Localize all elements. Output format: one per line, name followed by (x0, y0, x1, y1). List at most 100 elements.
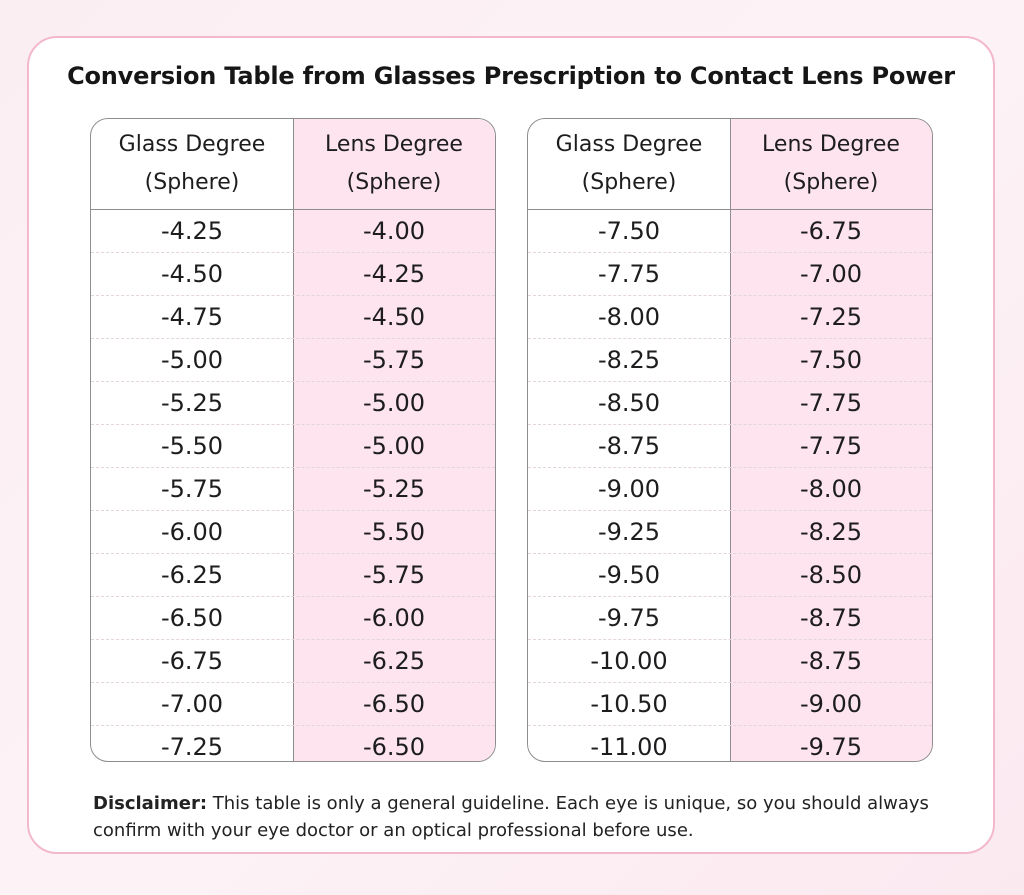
table-row: -9.75 -8.75 (528, 597, 932, 640)
disclaimer-label: Disclaimer: (93, 793, 208, 814)
table-header: Glass Degree (Sphere) Lens Degree (Spher… (91, 119, 495, 210)
disclaimer-text: This table is only a general guideline. … (93, 793, 929, 841)
lens-degree-cell: -7.25 (799, 303, 863, 331)
table-body-left: -4.25 -4.00 -4.50 -4.25 -4.75 -4.50 -5.00 -5.75… (91, 210, 495, 761)
lens-degree-cell: -4.25 (362, 260, 426, 288)
lens-degree-cell: -6.25 (362, 647, 426, 675)
lens-degree-cell: -6.50 (362, 690, 426, 718)
lens-degree-cell: -5.75 (362, 346, 426, 374)
header-lens-line1: Lens Degree (762, 132, 900, 157)
table-row: -8.75 -7.75 (528, 425, 932, 468)
header-glass-line2: (Sphere) (144, 170, 240, 195)
lens-degree-cell: -5.50 (362, 518, 426, 546)
header-glass-line1: Glass Degree (555, 132, 703, 157)
glass-degree-cell: -4.50 (160, 260, 224, 288)
glass-degree-cell: -8.50 (597, 389, 661, 417)
lens-degree-cell: -4.00 (362, 217, 426, 245)
lens-degree-cell: -5.75 (362, 561, 426, 589)
table-row: -11.00 -9.75 (528, 726, 932, 761)
glass-degree-cell: -4.25 (160, 217, 224, 245)
glass-degree-cell: -7.00 (160, 690, 224, 718)
page-title: Conversion Table from Glasses Prescripti… (67, 62, 955, 90)
table-row: -9.50 -8.50 (528, 554, 932, 597)
table-row: -5.75 -5.25 (91, 468, 495, 511)
header-glass-degree: Glass Degree (Sphere) (528, 119, 730, 209)
lens-column-highlight (293, 119, 495, 761)
lens-column-highlight (730, 119, 932, 761)
lens-degree-cell: -7.75 (799, 389, 863, 417)
glass-degree-cell: -5.75 (160, 475, 224, 503)
lens-degree-cell: -8.25 (799, 518, 863, 546)
lens-degree-cell: -9.00 (799, 690, 863, 718)
lens-degree-cell: -5.25 (362, 475, 426, 503)
table-header: Glass Degree (Sphere) Lens Degree (Spher… (528, 119, 932, 210)
lens-degree-cell: -4.50 (362, 303, 426, 331)
table-row: -4.75 -4.50 (91, 296, 495, 339)
table-row: -10.50 -9.00 (528, 683, 932, 726)
glass-degree-cell: -6.25 (160, 561, 224, 589)
conversion-table-right: Glass Degree (Sphere) Lens Degree (Spher… (527, 118, 933, 762)
glass-degree-cell: -8.75 (597, 432, 661, 460)
table-row: -8.00 -7.25 (528, 296, 932, 339)
glass-degree-cell: -9.25 (597, 518, 661, 546)
header-lens-line2: (Sphere) (783, 170, 879, 195)
lens-degree-cell: -6.75 (799, 217, 863, 245)
glass-degree-cell: -10.50 (590, 690, 668, 718)
glass-degree-cell: -11.00 (590, 733, 668, 761)
glass-degree-cell: -4.75 (160, 303, 224, 331)
glass-degree-cell: -8.25 (597, 346, 661, 374)
table-row: -8.50 -7.75 (528, 382, 932, 425)
lens-degree-cell: -5.00 (362, 389, 426, 417)
table-row: -6.00 -5.50 (91, 511, 495, 554)
header-lens-line2: (Sphere) (346, 170, 442, 195)
table-body-right: -7.50 -6.75 -7.75 -7.00 -8.00 -7.25 -8.25 -7.50… (528, 210, 932, 761)
table-row: -9.25 -8.25 (528, 511, 932, 554)
glass-degree-cell: -6.00 (160, 518, 224, 546)
table-row: -6.75 -6.25 (91, 640, 495, 683)
glass-degree-cell: -7.75 (597, 260, 661, 288)
glass-degree-cell: -6.50 (160, 604, 224, 632)
header-glass-line1: Glass Degree (118, 132, 266, 157)
table-row: -7.00 -6.50 (91, 683, 495, 726)
table-row: -4.25 -4.00 (91, 210, 495, 253)
glass-degree-cell: -5.25 (160, 389, 224, 417)
glass-degree-cell: -6.75 (160, 647, 224, 675)
table-row: -7.75 -7.00 (528, 253, 932, 296)
header-lens-line1: Lens Degree (325, 132, 463, 157)
table-row: -6.50 -6.00 (91, 597, 495, 640)
lens-degree-cell: -5.00 (362, 432, 426, 460)
glass-degree-cell: -7.25 (160, 733, 224, 761)
glass-degree-cell: -7.50 (597, 217, 661, 245)
header-lens-degree: Lens Degree (Sphere) (293, 119, 495, 209)
glass-degree-cell: -5.00 (160, 346, 224, 374)
table-row: -5.50 -5.00 (91, 425, 495, 468)
table-row: -7.25 -6.50 (91, 726, 495, 761)
table-row: -9.00 -8.00 (528, 468, 932, 511)
lens-degree-cell: -6.50 (362, 733, 426, 761)
glass-degree-cell: -10.00 (590, 647, 668, 675)
table-row: -7.50 -6.75 (528, 210, 932, 253)
conversion-card: Conversion Table from Glasses Prescripti… (27, 36, 995, 854)
lens-degree-cell: -8.00 (799, 475, 863, 503)
lens-degree-cell: -7.50 (799, 346, 863, 374)
lens-degree-cell: -7.75 (799, 432, 863, 460)
lens-degree-cell: -7.00 (799, 260, 863, 288)
disclaimer: Disclaimer: This table is only a general… (93, 790, 953, 844)
glass-degree-cell: -9.50 (597, 561, 661, 589)
glass-degree-cell: -5.50 (160, 432, 224, 460)
conversion-table-left: Glass Degree (Sphere) Lens Degree (Spher… (90, 118, 496, 762)
table-row: -5.00 -5.75 (91, 339, 495, 382)
lens-degree-cell: -8.75 (799, 647, 863, 675)
header-glass-degree: Glass Degree (Sphere) (91, 119, 293, 209)
header-lens-degree: Lens Degree (Sphere) (730, 119, 932, 209)
table-row: -8.25 -7.50 (528, 339, 932, 382)
lens-degree-cell: -9.75 (799, 733, 863, 761)
header-glass-line2: (Sphere) (581, 170, 677, 195)
table-row: -10.00 -8.75 (528, 640, 932, 683)
glass-degree-cell: -8.00 (597, 303, 661, 331)
lens-degree-cell: -6.00 (362, 604, 426, 632)
lens-degree-cell: -8.50 (799, 561, 863, 589)
glass-degree-cell: -9.75 (597, 604, 661, 632)
glass-degree-cell: -9.00 (597, 475, 661, 503)
table-row: -4.50 -4.25 (91, 253, 495, 296)
